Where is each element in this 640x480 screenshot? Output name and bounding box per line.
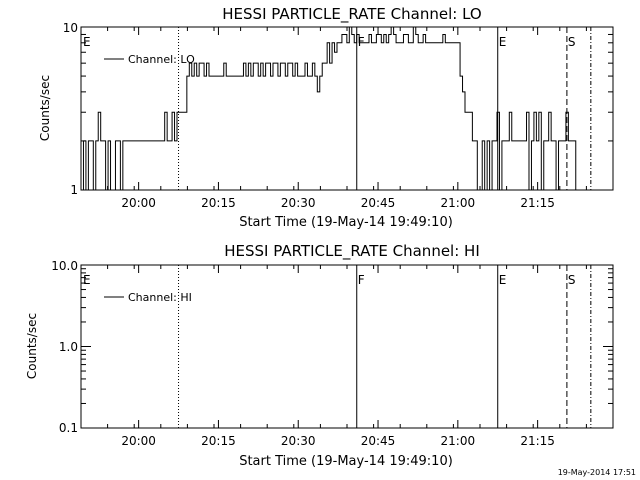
legend-label-hi: Channel: HI [128,291,192,304]
x-axis-label-lo: Start Time (19-May-14 19:49:10) [239,215,453,230]
axis-ticks-hi [81,264,613,429]
x-tick-label-lo-1: 20:15 [201,196,236,210]
event-label-lo-0: E [83,35,91,49]
footer-timestamp: 19-May-2014 17:51 [558,468,636,477]
legend-label-lo: Channel: LO [128,53,195,66]
event-label-hi-3: E [499,273,507,287]
plot-frame-lo [80,26,614,191]
y-tick-label-10-hi: 10.0 [51,259,78,273]
y-tick-label-1-lo: 1 [70,183,78,197]
y-tick-label-1-hi: 1.0 [59,340,78,354]
x-tick-label-lo-4: 21:00 [441,196,476,210]
event-label-hi-0: E [83,273,91,287]
x-tick-label-hi-0: 20:00 [121,434,156,448]
panel-hi: HESSI PARTICLE_RATE Channel: HI Counts/s… [25,242,614,469]
y-axis-label-hi: Counts/sec [25,313,39,379]
x-tick-label-lo-5: 21:15 [520,196,555,210]
x-tick-labels-lo: 20:00 20:15 20:30 20:45 21:00 21:15 [121,196,555,210]
x-tick-label-hi-3: 20:45 [361,434,396,448]
event-label-lo-3: E [499,35,507,49]
panel-lo: HESSI PARTICLE_RATE Channel: LO Counts/s… [38,5,614,230]
event-label-hi-4: S [568,273,576,287]
event-label-lo-4: S [568,35,576,49]
series-line-lo [81,26,577,191]
y-tick-label-0-1-hi: 0.1 [59,421,78,435]
legend-hi: Channel: HI [104,291,192,304]
y-axis-label-lo: Counts/sec [38,75,52,141]
x-tick-label-hi-5: 21:15 [520,434,555,448]
plot-frame-hi [80,264,614,429]
x-tick-labels-hi: 20:00 20:15 20:30 20:45 21:00 21:15 [121,434,555,448]
legend-lo: Channel: LO [104,53,195,66]
axis-ticks-lo [81,26,613,191]
y-tick-label-10-lo: 10 [63,21,78,35]
x-axis-label-hi: Start Time (19-May-14 19:49:10) [239,454,453,469]
x-tick-label-lo-2: 20:30 [281,196,316,210]
chart-title-lo: HESSI PARTICLE_RATE Channel: LO [222,5,481,24]
x-tick-label-lo-3: 20:45 [361,196,396,210]
chart-title-hi: HESSI PARTICLE_RATE Channel: HI [224,242,480,261]
event-label-lo-2: F [358,35,365,49]
x-tick-label-lo-0: 20:00 [121,196,156,210]
x-tick-label-hi-2: 20:30 [281,434,316,448]
x-tick-label-hi-1: 20:15 [201,434,236,448]
x-tick-label-hi-4: 21:00 [441,434,476,448]
event-label-hi-2: F [358,273,365,287]
